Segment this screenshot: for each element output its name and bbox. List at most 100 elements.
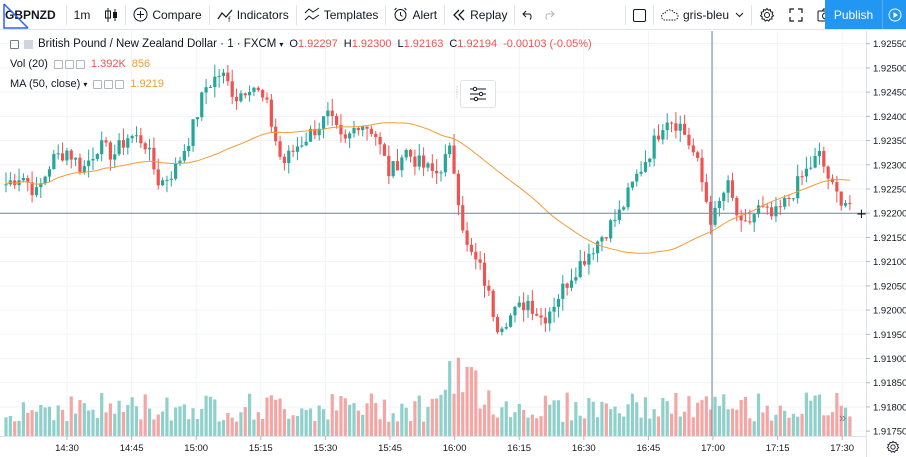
candle-body <box>221 72 226 76</box>
candle-body <box>748 221 752 223</box>
volume-bar <box>696 402 700 436</box>
price-axis-bg <box>866 31 906 457</box>
volume-bar <box>643 397 648 436</box>
undo-button[interactable] <box>515 0 542 30</box>
settings-button[interactable] <box>752 0 782 30</box>
volume-bar <box>717 405 721 436</box>
candle-body <box>452 145 456 174</box>
candle-body <box>208 87 213 89</box>
volume-bar <box>256 412 260 436</box>
volume-bar <box>622 416 626 436</box>
fullscreen-button[interactable] <box>782 0 810 30</box>
time-tick-label: 16:45 <box>637 443 661 454</box>
candle-body <box>839 191 843 206</box>
fullscreen-layout-button[interactable] <box>626 0 653 30</box>
volume-bar <box>274 399 278 436</box>
volume-bar <box>648 418 652 436</box>
price-tick-label: 1.92050 <box>873 281 906 292</box>
candle-body <box>678 123 682 131</box>
volume-bar <box>582 418 587 436</box>
publish-dropdown-button[interactable] <box>882 0 906 29</box>
candle-body <box>152 147 156 170</box>
settings-mini-icon[interactable] <box>104 79 114 89</box>
time-tick-label: 17:00 <box>701 443 725 454</box>
volume-bar <box>287 418 291 436</box>
candle-body <box>60 153 65 161</box>
time-axis[interactable]: 14:30 14:45 15:00 15:15 15:30 15:45 16:00 16:15… <box>0 436 866 457</box>
candle-body <box>39 183 43 188</box>
candle-body <box>134 135 139 137</box>
chevron-down-icon <box>735 12 744 18</box>
change-value: -0.00103 (-0.05%) <box>503 38 592 50</box>
time-tick-label: 16:00 <box>443 443 467 454</box>
candle-body <box>448 145 452 155</box>
divider <box>125 4 127 25</box>
candle-body <box>126 138 130 148</box>
interval-button[interactable]: 1m <box>73 7 91 22</box>
volume-bar <box>343 398 347 436</box>
candle-body <box>65 150 69 161</box>
candle-body <box>770 207 774 217</box>
alert-button[interactable]: Alert <box>386 0 444 30</box>
publish-button[interactable]: Publish <box>825 0 882 29</box>
time-tick-label: 15:00 <box>184 443 208 454</box>
compare-button[interactable]: Compare <box>126 0 208 30</box>
candle-body <box>796 176 800 199</box>
candle-body <box>417 155 421 167</box>
close-mini-icon[interactable] <box>75 59 85 69</box>
layout-name-dropdown[interactable]: gris-bleu <box>654 0 751 30</box>
volume-bar <box>739 399 743 436</box>
candle-body <box>696 152 700 158</box>
gear-icon[interactable] <box>886 440 900 454</box>
chevron-down-icon[interactable]: ▾ <box>279 39 284 49</box>
templates-label: Templates <box>323 7 379 22</box>
chart-type-button[interactable] <box>97 0 125 30</box>
price-axis[interactable]: 1.92550 1.92500 1.92450 1.92400 1.92350 1.923… <box>866 31 906 457</box>
close-mini-icon[interactable] <box>115 79 125 89</box>
drag-handle-icon[interactable]: ⋮ ⋮ <box>453 85 461 99</box>
scroll-to-realtime-icon[interactable]: » <box>839 410 847 425</box>
volume-bar <box>317 405 321 436</box>
candle-body <box>243 93 247 96</box>
volume-bar <box>387 421 391 436</box>
candle-body <box>826 166 830 179</box>
replay-button[interactable]: Replay <box>445 0 514 30</box>
candle-body <box>256 87 260 91</box>
candle-body <box>848 202 852 205</box>
volume-bar <box>778 405 782 436</box>
redo-button[interactable] <box>542 0 562 30</box>
eye-icon[interactable] <box>53 59 63 69</box>
compare-label: Compare <box>152 7 202 22</box>
divider <box>295 4 297 25</box>
volume-bar <box>395 421 400 436</box>
volume-bar <box>39 404 43 436</box>
time-tick-label: 17:15 <box>766 443 790 454</box>
chevron-down-icon[interactable]: ▾ <box>83 79 88 89</box>
volume-bar <box>452 393 456 436</box>
price-tick-label: 1.92200 <box>873 209 906 220</box>
mini-flag-icon <box>24 39 33 49</box>
candle-body <box>30 182 34 196</box>
price-tick-label: 1.92000 <box>873 306 906 317</box>
floating-drawing-toolbar[interactable]: ⋮ ⋮ <box>453 80 496 108</box>
candle-body <box>117 140 121 155</box>
volume-bar <box>504 401 508 436</box>
eye-icon[interactable] <box>93 79 103 89</box>
templates-button[interactable]: Templates <box>297 0 386 30</box>
candle-body <box>278 141 282 157</box>
settings-mini-icon[interactable] <box>64 59 74 69</box>
collapse-legend-icon[interactable] <box>10 39 19 49</box>
volume-bar <box>713 396 717 436</box>
indicators-button[interactable]: f Indicators <box>210 0 296 30</box>
candle-body <box>665 122 669 131</box>
volume-bar <box>391 413 395 436</box>
volume-bar <box>578 415 582 436</box>
candle-body <box>56 153 60 155</box>
volume-bar <box>613 406 617 436</box>
volume-bar <box>461 392 465 436</box>
volume-bar <box>26 412 30 436</box>
volume-bar <box>548 404 552 436</box>
drawing-toolbar-corner-icon[interactable] <box>0 2 30 32</box>
volume-bar <box>417 395 421 436</box>
